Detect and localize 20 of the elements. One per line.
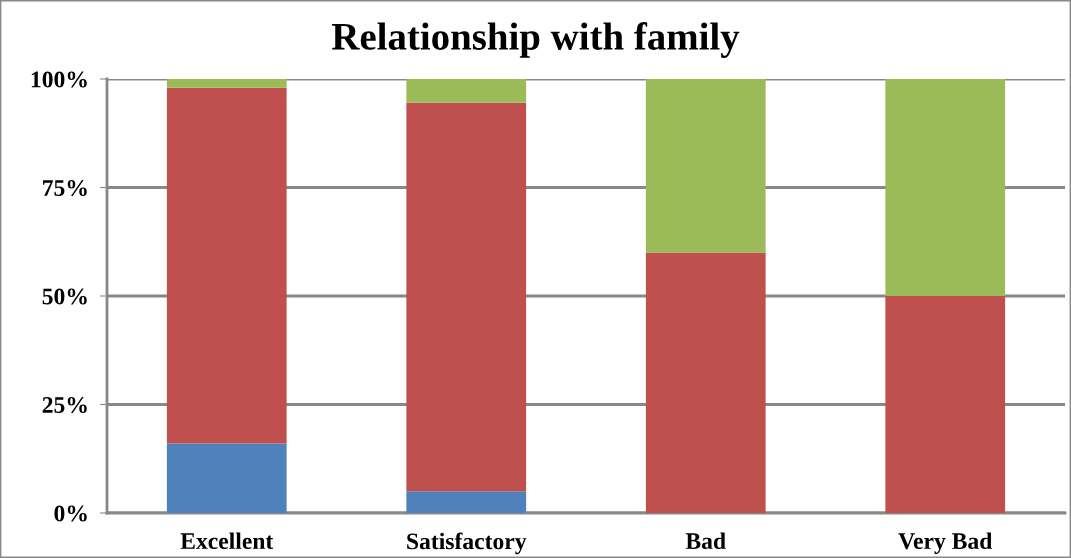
bar (645, 252, 766, 513)
bar (885, 79, 1006, 296)
y-tick-label: 100% (31, 71, 87, 88)
y-tick-label: 75% (43, 179, 87, 196)
bar (166, 443, 287, 513)
y-tick-label: 0% (54, 505, 87, 522)
y-tick-label: 50% (42, 288, 87, 305)
bar (885, 296, 1006, 513)
x-tick-label: Bad (685, 532, 726, 550)
bar (166, 79, 287, 88)
x-tick-label: Very Bad (898, 532, 993, 554)
y-tick-label: 25% (42, 396, 87, 413)
x-tick-label: Excellent (180, 532, 274, 550)
bar (406, 102, 527, 492)
bar (645, 79, 766, 253)
bar (166, 87, 287, 444)
bar (406, 491, 527, 513)
x-tick-label: Satisfactory (407, 532, 527, 555)
bar (406, 79, 527, 103)
chart-title: Relationship with family (331, 22, 740, 58)
